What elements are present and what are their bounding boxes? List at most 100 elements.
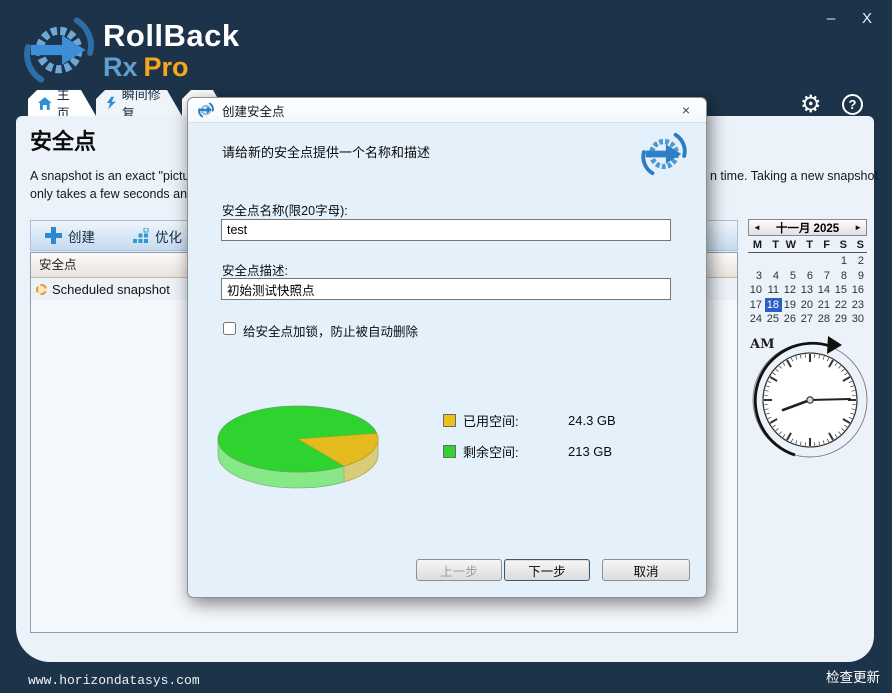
create-snapshot-dialog: 创建安全点 × 请给新的安全点提供一个名称和描述 安全点名称(限20字母): 安…	[187, 97, 707, 598]
calendar-day[interactable]: 12	[783, 284, 796, 297]
calendar-day[interactable]: 1	[840, 255, 847, 267]
help-icon[interactable]: ?	[842, 94, 863, 115]
legend-value: 213 GB	[568, 443, 613, 459]
calendar-weekday: W	[785, 239, 796, 251]
calendar-day[interactable]: 7	[823, 269, 830, 282]
calendar-day[interactable]: 23	[851, 298, 864, 311]
minimize-button[interactable]: –	[826, 10, 836, 27]
dialog-title: 创建安全点	[222, 104, 285, 119]
calendar-day[interactable]: 26	[783, 313, 796, 326]
calendar-day[interactable]: 10	[749, 284, 762, 297]
legend-item: 剩余空间: 213 GB	[443, 443, 616, 460]
calendar-weekday: S	[839, 239, 847, 251]
legend-label: 剩余空间:	[463, 444, 519, 460]
calendar-day[interactable]: 16	[851, 284, 864, 297]
calendar-day[interactable]: 5	[789, 269, 796, 282]
calendar-day[interactable]: 25	[766, 313, 779, 326]
dialog-logo-icon	[641, 132, 687, 176]
website-url: www.horizondatasys.com	[28, 673, 200, 688]
snapshot-name-input[interactable]	[221, 219, 671, 241]
calendar-month-title: 十一月 2025	[775, 222, 840, 235]
close-button[interactable]: X	[861, 10, 872, 27]
tab-home[interactable]: 主页	[28, 90, 96, 116]
plus-icon	[45, 227, 62, 244]
calendar-day[interactable]: 15	[834, 284, 847, 297]
clock-meridiem-label: AM	[749, 337, 774, 352]
brand-rx: Rx	[103, 52, 138, 82]
create-label: 创建	[68, 229, 95, 245]
snapshot-desc-input[interactable]	[221, 278, 671, 300]
calendar-day-grid: 1 2 3 4 5 6 7 8 9 10 11 12 13 14 15 16 17 18 19 20 21 22 23 24 2…	[748, 254, 867, 327]
calendar-day[interactable]: 21	[817, 298, 830, 311]
rollback-logo-icon	[24, 17, 94, 83]
calendar-day[interactable]: 6	[806, 269, 813, 282]
calendar-next-icon[interactable]: ►	[854, 223, 862, 232]
calendar-day[interactable]: 3	[755, 269, 762, 282]
next-button[interactable]: 下一步	[504, 559, 590, 581]
brand-rollback: RollBack	[103, 18, 240, 53]
create-snapshot-button[interactable]: 创建	[39, 224, 101, 248]
calendar-day	[816, 254, 833, 269]
cancel-button[interactable]: 取消	[602, 559, 690, 581]
snapshot-desc-label: 安全点描述:	[222, 264, 288, 278]
legend-swatch	[443, 444, 456, 458]
settings-gear-icon[interactable]: ⚙	[800, 91, 822, 118]
calendar-weekday: S	[856, 239, 864, 251]
calendar-day	[765, 254, 782, 269]
calendar-day[interactable]: 30	[851, 313, 864, 326]
calendar-day[interactable]: 19	[783, 298, 796, 311]
calendar-day[interactable]: 4	[772, 269, 779, 282]
dialog-rollback-icon	[198, 102, 214, 118]
calendar-day[interactable]: 14	[817, 284, 830, 297]
analog-clock: AM	[749, 336, 868, 458]
calendar-header: ◄ 十一月 2025 ►	[748, 219, 867, 236]
calendar-day[interactable]: 24	[749, 313, 762, 326]
calendar-day[interactable]: 17	[749, 298, 762, 311]
calendar-day[interactable]: 29	[834, 313, 847, 326]
defrag-blocks-icon	[133, 227, 149, 243]
legend-value: 24.3 GB	[568, 412, 616, 428]
page-description-right: n time. Taking a new snapshot	[710, 169, 878, 183]
calendar-day[interactable]: 11	[767, 284, 779, 297]
calendar-day-selected[interactable]: 18	[765, 297, 782, 313]
dialog-titlebar[interactable]: 创建安全点 ×	[188, 98, 706, 123]
legend-label: 已用空间:	[463, 413, 519, 429]
calendar-weekday: M	[752, 239, 762, 251]
lock-checkbox[interactable]	[223, 322, 236, 335]
lightning-icon	[106, 96, 117, 110]
legend-swatch	[443, 413, 456, 427]
dialog-prompt: 请给新的安全点提供一个名称和描述	[222, 145, 431, 160]
page-description-left-1: A snapshot is an exact "picture" o	[30, 169, 187, 183]
page-description-left-2: only takes a few seconds and use	[30, 187, 187, 201]
tab-instant-repair[interactable]: 瞬间修复	[96, 90, 182, 116]
calendar-weekday: T	[806, 239, 813, 251]
dialog-close-icon[interactable]: ×	[681, 102, 690, 118]
calendar-weekday: F	[823, 239, 830, 251]
calendar-day[interactable]: 9	[857, 269, 864, 282]
back-button[interactable]: 上一步	[416, 559, 502, 581]
calendar-day[interactable]: 2	[857, 255, 864, 267]
scheduled-snapshot-icon	[36, 283, 47, 295]
legend-item: 已用空间: 24.3 GB	[443, 412, 616, 429]
pie-legend: 已用空间: 24.3 GB 剩余空间: 213 GB	[443, 413, 616, 475]
lock-checkbox-label[interactable]: 给安全点加锁，防止被自动删除	[243, 325, 419, 339]
check-update-link[interactable]: 检查更新	[826, 670, 880, 685]
calendar-weekday: T	[772, 239, 779, 251]
brand-text: RollBack Rx Pro	[103, 20, 240, 81]
snapshot-row-label: Scheduled snapshot	[52, 281, 170, 297]
disk-usage-pie-chart	[217, 405, 379, 489]
calendar-day[interactable]: 8	[840, 269, 847, 282]
calendar-day[interactable]: 20	[800, 298, 813, 311]
calendar-day[interactable]: 13	[800, 284, 813, 297]
calendar-day	[782, 254, 799, 269]
calendar-day[interactable]: 22	[834, 298, 847, 311]
calendar-prev-icon[interactable]: ◄	[753, 223, 761, 232]
snapshot-name-label: 安全点名称(限20字母):	[222, 204, 348, 218]
calendar-day[interactable]: 27	[800, 313, 813, 326]
optimize-button[interactable]: 优化	[127, 224, 188, 248]
calendar-day[interactable]: 28	[817, 313, 830, 326]
brand-pro: Pro	[143, 52, 189, 82]
